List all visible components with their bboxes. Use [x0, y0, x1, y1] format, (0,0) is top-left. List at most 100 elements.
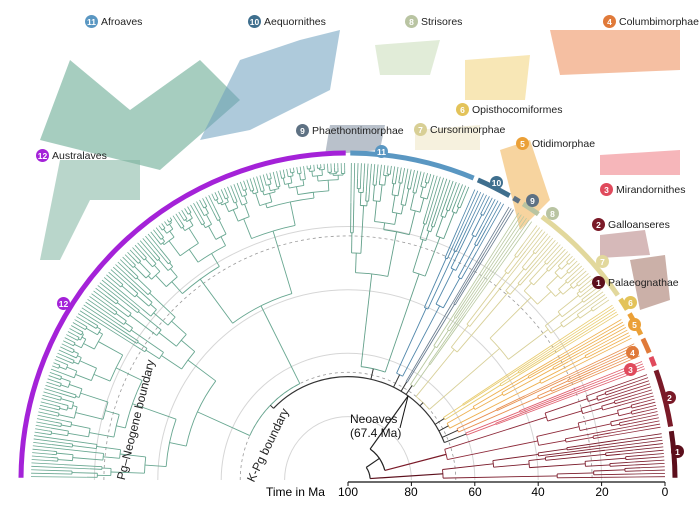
- tick-label: 0: [661, 485, 669, 499]
- branch-arc: [88, 428, 91, 437]
- branch: [630, 417, 659, 424]
- clade-label-opisthocomiformes: 6 Opisthocomiformes: [456, 103, 562, 116]
- branch: [433, 307, 459, 347]
- branch: [566, 439, 617, 449]
- branch: [262, 174, 267, 184]
- branch: [435, 269, 454, 305]
- branch: [133, 344, 146, 353]
- branch: [36, 418, 57, 423]
- branch: [145, 349, 160, 360]
- branch: [116, 425, 126, 429]
- branch: [592, 432, 611, 437]
- clade-bar-11: [350, 150, 475, 181]
- branch-arc: [288, 175, 294, 178]
- branch: [147, 233, 161, 249]
- branch: [353, 163, 356, 201]
- branch: [462, 186, 470, 203]
- branch: [161, 223, 164, 227]
- branch: [492, 453, 539, 461]
- branch-arc: [259, 201, 272, 207]
- branch-arc: [132, 264, 136, 268]
- branch: [580, 273, 589, 281]
- branch: [495, 415, 521, 425]
- branch: [469, 282, 505, 327]
- branch-arc: [144, 456, 147, 474]
- branch-arc: [374, 221, 395, 225]
- clade-bar-8: [521, 201, 540, 217]
- branch: [616, 433, 662, 441]
- branch: [631, 410, 645, 415]
- branch: [374, 200, 378, 222]
- branch: [196, 201, 201, 209]
- branch: [274, 179, 278, 188]
- branch: [170, 218, 173, 221]
- branch: [236, 182, 241, 192]
- branch: [568, 265, 583, 278]
- branch-arc: [50, 431, 53, 435]
- branch: [199, 278, 234, 324]
- branch-arc: [137, 310, 140, 313]
- branch: [53, 380, 62, 384]
- branch: [536, 426, 580, 437]
- branch: [51, 444, 73, 448]
- branch: [449, 181, 457, 199]
- branch: [188, 249, 199, 263]
- branch: [389, 169, 392, 175]
- branch: [571, 291, 604, 316]
- branch: [550, 324, 563, 334]
- branch: [278, 180, 281, 187]
- branch: [567, 276, 575, 284]
- branch: [205, 196, 215, 214]
- branch: [35, 428, 49, 432]
- branch-arc: [71, 402, 75, 410]
- branch-arc: [415, 396, 430, 410]
- branch-arc: [576, 314, 581, 319]
- branch: [244, 189, 248, 195]
- branch: [603, 476, 665, 478]
- branch: [441, 429, 458, 438]
- branch: [529, 309, 616, 365]
- clade-badge: 1: [592, 276, 605, 289]
- branch: [455, 220, 472, 252]
- branch: [169, 262, 174, 267]
- branch: [453, 223, 467, 251]
- branch: [67, 331, 78, 337]
- clade-badge: 6: [456, 103, 469, 116]
- branch: [268, 184, 271, 191]
- branch: [193, 203, 204, 222]
- branch: [583, 294, 606, 310]
- branch: [243, 218, 252, 239]
- branch: [466, 423, 497, 436]
- branch: [568, 371, 591, 383]
- branch-arc: [297, 190, 329, 195]
- branch: [160, 228, 163, 231]
- branch: [537, 389, 552, 397]
- branch: [572, 284, 578, 289]
- branch-arc: [297, 172, 302, 175]
- branch: [214, 208, 221, 220]
- branch: [128, 267, 139, 278]
- branch: [98, 341, 123, 356]
- branch: [402, 305, 441, 377]
- branch: [55, 470, 73, 472]
- branch: [74, 343, 82, 349]
- branch: [605, 443, 663, 451]
- branch: [69, 354, 77, 359]
- branch: [252, 177, 257, 188]
- branch: [391, 195, 396, 213]
- branch: [571, 260, 578, 267]
- clade-badge: 10: [248, 15, 261, 28]
- branch: [579, 423, 612, 431]
- branch: [631, 389, 653, 397]
- branch: [610, 418, 624, 423]
- branch: [49, 371, 58, 376]
- branch-arc: [499, 383, 502, 387]
- branch: [32, 452, 52, 455]
- branch: [41, 398, 62, 405]
- clade-label-phaethontimorphae: 9 Phaethontimorphae: [296, 124, 404, 137]
- branch: [459, 201, 463, 209]
- branch: [150, 257, 157, 264]
- branch: [517, 259, 539, 284]
- branch: [137, 242, 151, 258]
- branch: [158, 225, 162, 229]
